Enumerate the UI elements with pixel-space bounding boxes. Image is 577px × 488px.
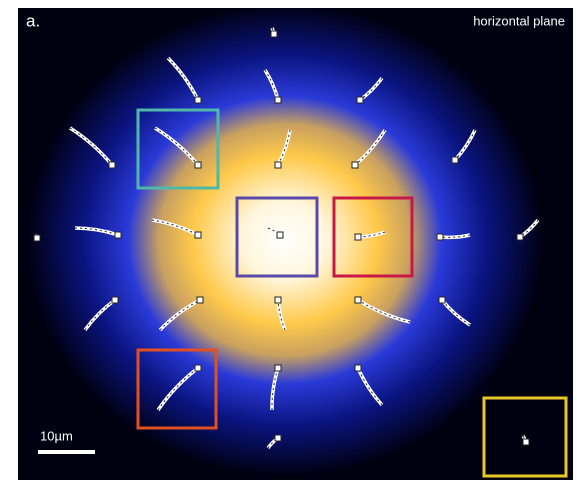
track bbox=[84, 299, 116, 331]
track bbox=[151, 218, 199, 237]
track-end bbox=[196, 296, 204, 304]
highlight-boxes bbox=[136, 108, 568, 478]
track-end bbox=[354, 233, 362, 241]
intensity-map bbox=[18, 8, 573, 480]
track-end bbox=[516, 233, 524, 241]
track-end bbox=[114, 231, 122, 239]
track bbox=[69, 127, 113, 166]
track-end bbox=[33, 234, 41, 242]
track bbox=[156, 366, 200, 411]
plane-label: horizontal plane bbox=[473, 13, 565, 28]
track-end bbox=[354, 364, 362, 372]
track-end bbox=[356, 96, 364, 104]
track bbox=[267, 437, 279, 449]
track-end bbox=[274, 364, 282, 372]
highlight-box bbox=[136, 348, 218, 430]
track-end bbox=[194, 161, 202, 169]
highlight-box bbox=[482, 396, 568, 478]
track-end bbox=[194, 364, 202, 372]
track-end bbox=[436, 233, 444, 241]
track-end bbox=[274, 296, 282, 304]
track-end bbox=[276, 231, 284, 239]
track-end bbox=[351, 161, 359, 169]
track-end bbox=[270, 30, 278, 38]
track bbox=[267, 227, 281, 236]
track-end bbox=[274, 434, 282, 442]
track-end bbox=[522, 438, 530, 446]
track bbox=[357, 299, 411, 323]
track-end bbox=[194, 96, 202, 104]
track-end bbox=[274, 96, 282, 104]
track bbox=[271, 367, 279, 411]
highlight-box bbox=[332, 196, 414, 278]
track bbox=[154, 126, 200, 167]
track bbox=[359, 77, 383, 101]
track bbox=[159, 299, 201, 331]
track-end bbox=[438, 296, 446, 304]
track-end bbox=[111, 296, 119, 304]
highlight-box bbox=[235, 196, 319, 278]
track bbox=[74, 227, 119, 236]
track bbox=[277, 299, 286, 331]
track bbox=[439, 234, 471, 238]
track-end bbox=[274, 161, 282, 169]
trajectories bbox=[33, 27, 540, 450]
panel-label: a. bbox=[26, 11, 40, 30]
track-end bbox=[354, 296, 362, 304]
track-end bbox=[194, 231, 202, 239]
track-end bbox=[108, 161, 116, 169]
track bbox=[167, 57, 199, 101]
scale-bar-label: 10µm bbox=[40, 428, 73, 443]
track-end bbox=[451, 156, 459, 164]
highlight-box bbox=[136, 108, 220, 190]
